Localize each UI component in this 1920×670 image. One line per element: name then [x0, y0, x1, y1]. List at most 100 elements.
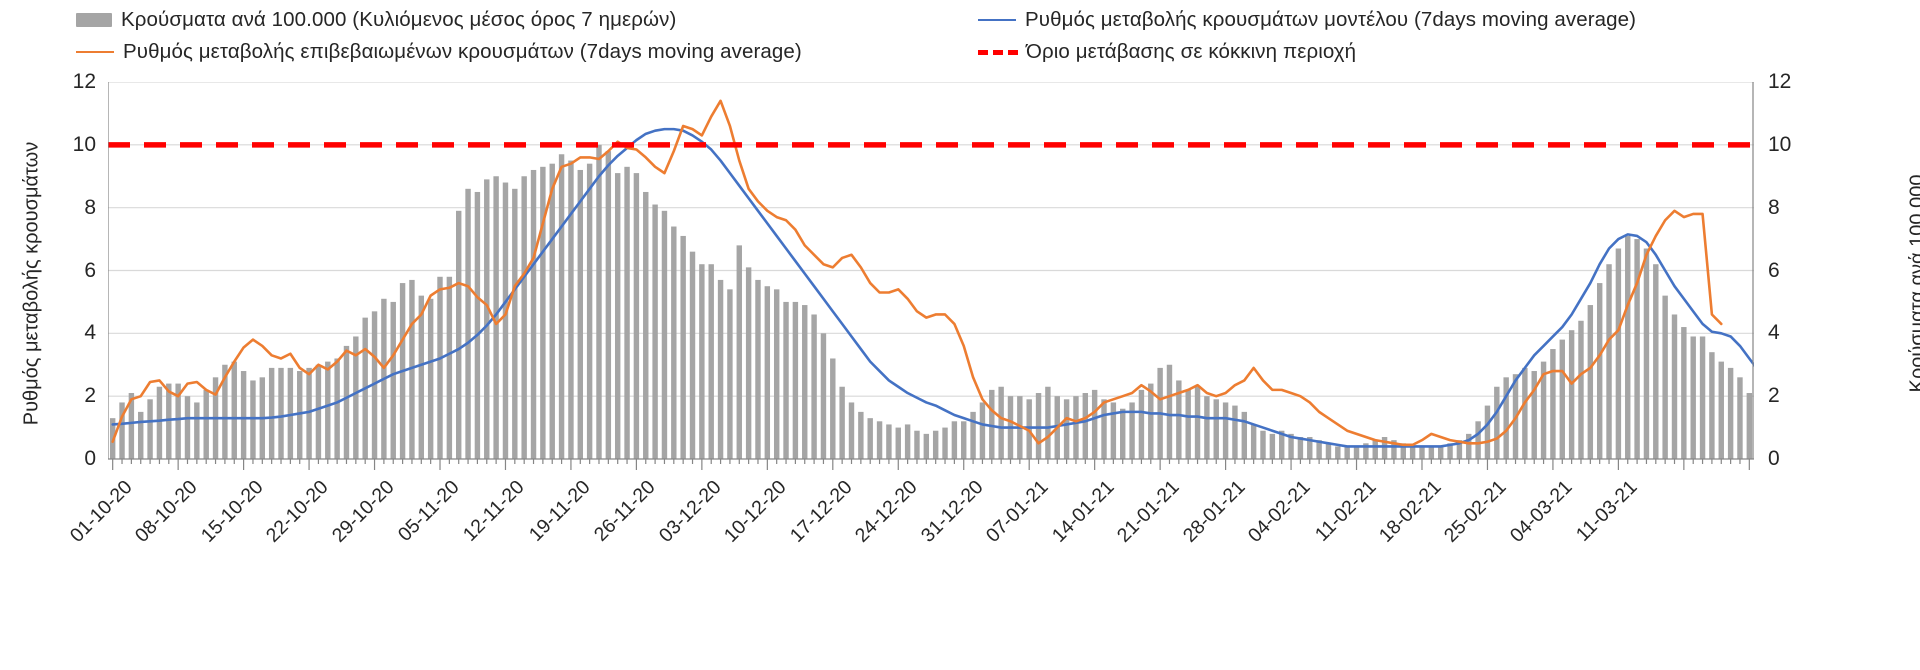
bar: [1185, 389, 1191, 459]
bar: [802, 305, 808, 459]
bar: [1409, 446, 1416, 459]
bar: [250, 380, 256, 459]
legend-item-threshold[interactable]: Όριο μετάβασης σε κόκκινη περιοχή: [978, 40, 1356, 64]
legend-item-confirmed-growth[interactable]: Ρυθμός μεταβολής επιβεβαιωμένων κρουσμάτ…: [76, 40, 802, 64]
bar: [942, 427, 948, 459]
bar: [867, 418, 873, 459]
bar: [184, 396, 191, 459]
bar: [1484, 405, 1491, 459]
bar-swatch-icon: [76, 13, 112, 27]
bar: [820, 333, 827, 459]
bar: [624, 166, 630, 459]
bar: [315, 364, 322, 459]
legend-item-cases-bars[interactable]: Κρούσματα ανά 100.000 (Κυλιόμενος μέσος …: [76, 8, 676, 32]
y-tick-label: 4: [84, 321, 96, 345]
bar: [830, 358, 836, 459]
bar: [278, 367, 284, 459]
bar: [755, 279, 761, 459]
bar: [652, 204, 658, 459]
bar: [203, 389, 209, 459]
y-tick-label: 0: [84, 447, 96, 470]
bar: [970, 411, 976, 460]
bar: [1643, 248, 1650, 459]
bar: [1662, 295, 1668, 459]
confirmed-growth-line: [111, 99, 1723, 447]
bar: [568, 160, 574, 459]
bar: [614, 173, 621, 460]
bar: [1596, 283, 1603, 459]
bar: [848, 402, 855, 459]
bar: [1737, 377, 1743, 459]
bar: [493, 176, 499, 459]
bar: [717, 279, 724, 459]
bar: [1466, 433, 1472, 459]
bar: [297, 371, 303, 459]
bar: [1709, 352, 1715, 459]
bar: [558, 154, 565, 459]
y-tick-label: 6: [1768, 258, 1780, 282]
bar: [1120, 408, 1126, 459]
bar: [1297, 437, 1304, 459]
bar: [1073, 396, 1079, 459]
bar: [1176, 380, 1182, 459]
bar: [961, 421, 967, 459]
bar: [1232, 405, 1238, 459]
bar: [222, 364, 228, 459]
bar: [1699, 336, 1706, 459]
bar: [1625, 235, 1631, 459]
bar: [745, 267, 752, 459]
bar: [1419, 446, 1425, 459]
bar: [1101, 399, 1107, 459]
bar: [1653, 264, 1659, 459]
bar: [895, 427, 901, 459]
bar: [839, 386, 845, 459]
bar: [1568, 330, 1575, 459]
bar: [596, 144, 602, 459]
bar: [783, 301, 789, 459]
bar: [586, 163, 593, 459]
y-tick-label: 10: [72, 132, 96, 156]
bar: [1250, 424, 1257, 459]
legend-label-cases-bars: Κρούσματα ανά 100.000 (Κυλιόμενος μέσος …: [121, 8, 677, 31]
cases-bar-series: [109, 144, 1753, 460]
bar: [1718, 361, 1724, 459]
y-tick-label: 8: [84, 195, 96, 219]
legend-label-model-growth: Ρυθμός μεταβολής κρουσμάτων μοντέλου (7d…: [1025, 8, 1637, 31]
bar: [671, 226, 677, 459]
bar: [1681, 327, 1687, 459]
legend-label-threshold: Όριο μετάβασης σε κόκκινη περιοχή: [1026, 40, 1357, 63]
bar: [268, 367, 275, 459]
bar: [427, 298, 434, 459]
bar: [418, 295, 425, 459]
bar: [1727, 367, 1734, 459]
legend-item-model-growth[interactable]: Ρυθμός μεταβολής κρουσμάτων μοντέλου (7d…: [978, 8, 1636, 32]
bar: [1559, 339, 1565, 459]
bar: [1746, 393, 1753, 459]
y-axis-left-title: Ρυθμός μεταβολής κρουσμάτων: [20, 141, 43, 426]
bar: [1522, 367, 1528, 459]
y-tick-label: 12: [72, 70, 96, 93]
bar: [1110, 402, 1117, 459]
bar: [923, 433, 930, 459]
bar: [474, 191, 481, 459]
y-axis-right-title: Κρούσματα ανά 100.000: [1906, 174, 1920, 393]
bar: [1213, 399, 1219, 459]
bar: [811, 314, 817, 459]
bar: [727, 289, 733, 459]
bar: [1063, 399, 1070, 459]
bar: [886, 424, 892, 459]
y-tick-label: 10: [1768, 132, 1792, 156]
bar: [1204, 396, 1210, 459]
bar: [1138, 389, 1145, 459]
bar: [1091, 389, 1098, 459]
bar: [540, 166, 546, 459]
bar: [1587, 305, 1594, 459]
bar: [680, 235, 686, 459]
bar: [334, 358, 340, 459]
y-tick-label: 12: [1768, 70, 1792, 93]
bar: [484, 179, 490, 459]
bar: [1531, 371, 1537, 459]
bar: [325, 361, 331, 459]
bar: [446, 276, 453, 459]
